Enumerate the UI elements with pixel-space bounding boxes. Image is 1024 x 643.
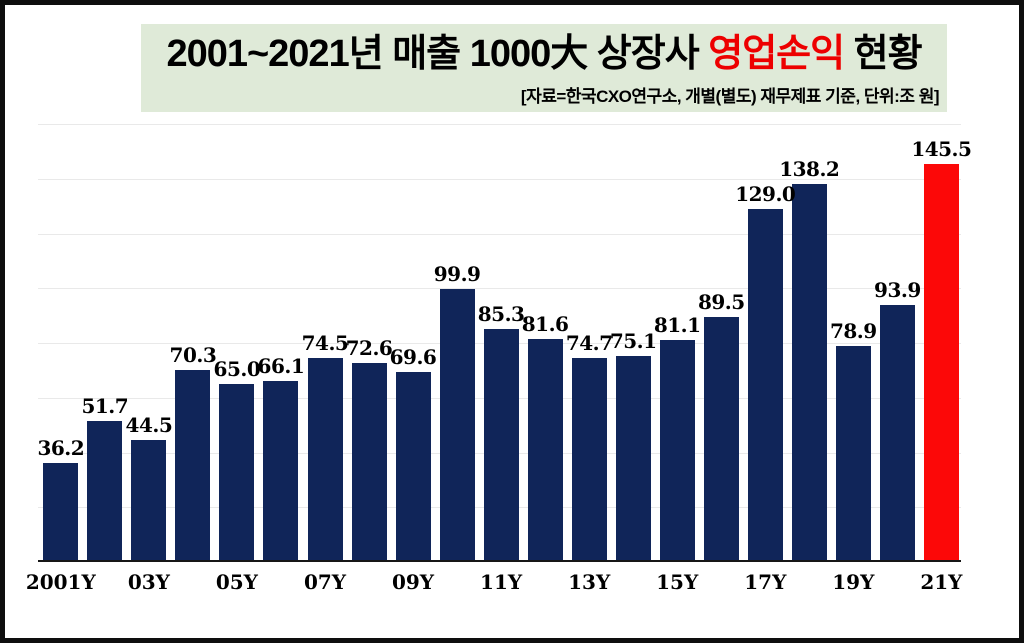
bar-value-label-2007: 74.5 (301, 331, 349, 356)
x-axis-label-19Y: 19Y (832, 570, 875, 594)
bar-value-label-2002: 51.7 (81, 393, 129, 418)
gridline-140 (38, 178, 961, 180)
bar-2010 (439, 288, 475, 562)
bar-value-label-2020: 93.9 (874, 277, 921, 302)
bar-value-label-2018: 138.2 (779, 156, 840, 181)
bar-2003 (131, 440, 167, 562)
bar-value-label-2005: 65.0 (213, 357, 261, 382)
bar-value-label-2003: 44.5 (125, 413, 173, 438)
bar-value-label-2001: 36.2 (37, 435, 85, 460)
bar-value-label-2019: 78.9 (829, 319, 877, 343)
x-axis-label-15Y: 15Y (656, 570, 699, 594)
bar-2002 (87, 420, 123, 562)
x-axis-label-13Y: 13Y (568, 570, 611, 594)
bar-value-label-2015: 81.1 (653, 313, 701, 337)
chart-title-accent-segment: 영업손익 (708, 33, 845, 75)
chart-title-segment: 2001~2021년 매출 1000大 상장사 (166, 33, 709, 75)
bar-2013 (571, 357, 607, 562)
bar-2001 (43, 462, 79, 562)
x-axis-label-09Y: 09Y (391, 570, 435, 594)
bar-value-label-2006: 66.1 (257, 354, 305, 379)
gridline-160 (38, 124, 961, 125)
bar-2020 (879, 304, 915, 562)
bar-2011 (483, 328, 519, 562)
bar-value-label-2011: 85.3 (477, 301, 525, 326)
chart-source-note: [자료=한국CXO연구소, 개별(별도) 재무제표 기준, 단위:조 원] (520, 87, 940, 106)
bar-2017 (747, 208, 783, 562)
x-axis-label-07Y: 07Y (303, 570, 347, 594)
bar-value-label-2016: 89.5 (697, 290, 745, 314)
bar-2014 (615, 356, 651, 562)
x-axis-label-03Y: 03Y (127, 570, 170, 594)
x-axis-label-05Y: 05Y (215, 570, 258, 594)
bar-value-label-2010: 99.9 (433, 261, 481, 286)
bar-2005 (219, 384, 255, 562)
bar-2008 (351, 363, 387, 562)
x-axis-line (38, 560, 961, 562)
bar-value-label-2021: 145.5 (911, 136, 972, 161)
bar-2015 (659, 340, 695, 562)
gridline-120 (38, 233, 961, 235)
title-banner: 2001~2021년 매출 1000大 상장사 영업손익 현황 [자료=한국CX… (141, 24, 947, 112)
gridline-100 (38, 288, 961, 290)
x-axis-label-17Y: 17Y (744, 570, 787, 594)
bar-2019 (835, 346, 871, 562)
bar-2016 (703, 317, 739, 562)
bar-2009 (395, 371, 431, 562)
bar-2007 (307, 358, 343, 562)
bar-value-label-2017: 129.0 (735, 181, 796, 206)
chart-title: 2001~2021년 매출 1000大 상장사 영업손익 현황 (141, 30, 947, 78)
bar-value-label-2013: 74.7 (565, 330, 613, 355)
bar-value-label-2009: 69.6 (389, 344, 437, 369)
x-axis-label-11Y: 11Y (480, 570, 523, 594)
bar-2012 (527, 338, 563, 562)
bar-value-label-2008: 72.6 (345, 336, 393, 361)
bar-2006 (263, 381, 299, 562)
x-axis-label-21Y: 21Y (920, 570, 963, 594)
bar-value-label-2004: 70.3 (169, 342, 217, 367)
x-axis-label-2001Y: 2001Y (25, 570, 96, 594)
bar-value-label-2012: 81.6 (521, 311, 569, 336)
bar-2021 (923, 163, 959, 562)
bar-2004 (175, 369, 211, 562)
bar-value-label-2014: 75.1 (609, 329, 657, 354)
bar-2018 (791, 183, 827, 562)
chart-title-segment: 현황 (844, 33, 923, 75)
